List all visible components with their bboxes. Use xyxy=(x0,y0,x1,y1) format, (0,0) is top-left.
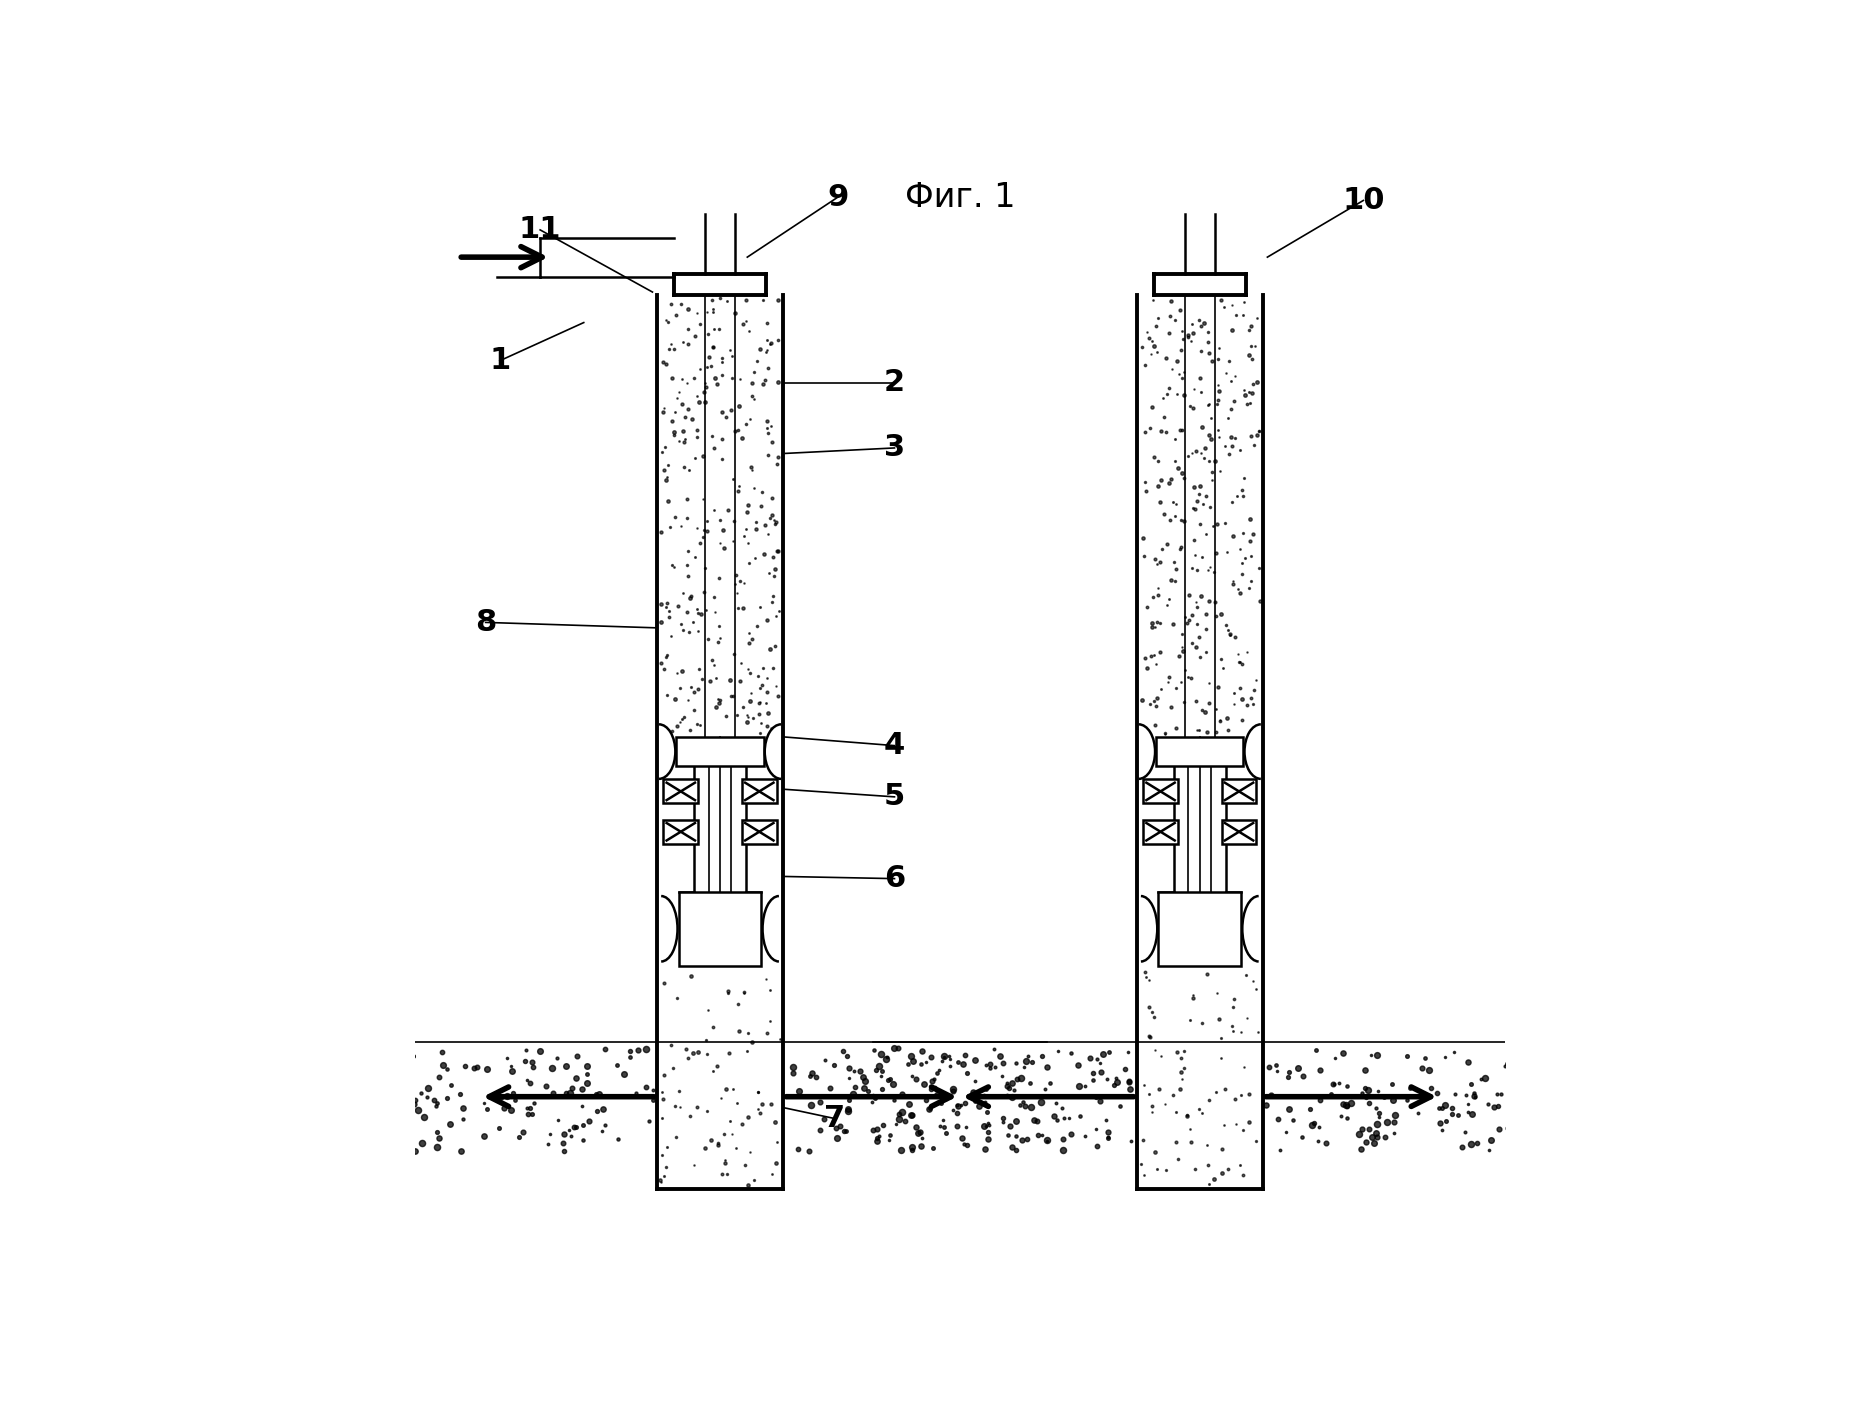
Bar xyxy=(678,892,762,966)
Text: 7: 7 xyxy=(824,1104,845,1133)
Text: 3: 3 xyxy=(884,433,905,463)
Text: 2: 2 xyxy=(884,368,905,396)
Bar xyxy=(539,238,674,276)
Bar xyxy=(1221,820,1257,844)
Text: 8: 8 xyxy=(476,607,496,637)
Bar xyxy=(1143,779,1178,803)
Bar xyxy=(663,779,699,803)
Bar xyxy=(674,273,766,296)
Bar xyxy=(1158,892,1242,966)
Bar xyxy=(1156,736,1244,766)
Bar xyxy=(1143,820,1178,844)
Text: 9: 9 xyxy=(828,183,848,211)
Text: 5: 5 xyxy=(884,783,905,811)
Text: Фиг. 1: Фиг. 1 xyxy=(905,181,1015,214)
Bar xyxy=(742,779,777,803)
Text: 4: 4 xyxy=(884,731,905,760)
Text: 6: 6 xyxy=(884,864,905,893)
Text: 11: 11 xyxy=(519,215,562,245)
Bar xyxy=(676,736,764,766)
Text: 1: 1 xyxy=(489,347,511,375)
Bar xyxy=(742,820,777,844)
Bar xyxy=(663,820,699,844)
Bar xyxy=(1221,779,1257,803)
Bar xyxy=(1154,273,1246,296)
Text: 10: 10 xyxy=(1343,185,1384,215)
